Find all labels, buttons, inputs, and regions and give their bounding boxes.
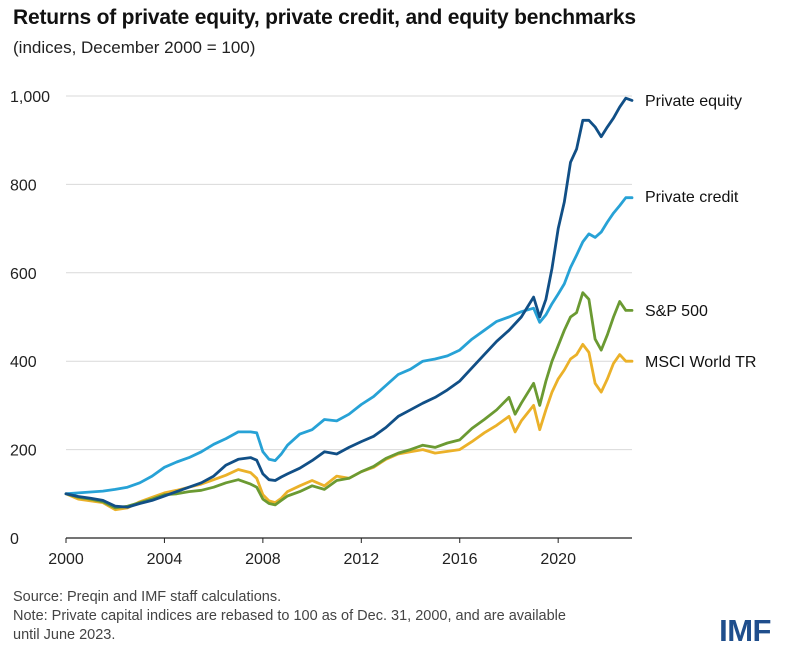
series-line-msci-world-tr <box>64 343 634 512</box>
y-tick-label-600: 600 <box>10 266 37 283</box>
series-line-private-credit <box>64 196 634 496</box>
chart-title: Returns of private equity, private credi… <box>13 6 636 29</box>
x-tick-label-2004: 2004 <box>147 551 183 568</box>
y-tick-label-0: 0 <box>10 531 19 548</box>
series-label-s-p-500: S&P 500 <box>645 303 708 320</box>
x-tick-label-2008: 2008 <box>245 551 281 568</box>
x-tick-label-2012: 2012 <box>344 551 380 568</box>
series-label-private-equity: Private equity <box>645 93 742 110</box>
series-label-msci-world-tr: MSCI World TR <box>645 354 756 371</box>
x-tick-label-2016: 2016 <box>442 551 478 568</box>
imf-logo: IMF <box>719 613 771 648</box>
y-tick-label-800: 800 <box>10 177 37 194</box>
source-note: Source: Preqin and IMF staff calculation… <box>13 589 282 605</box>
series-line-private-equity <box>64 96 634 509</box>
chart-footer: Source: Preqin and IMF staff calculation… <box>13 588 653 645</box>
y-tick-label-1000: 1,000 <box>10 89 50 106</box>
y-tick-label-400: 400 <box>10 354 37 371</box>
series-line-s-p-500 <box>64 291 634 510</box>
x-tick-label-2000: 2000 <box>48 551 84 568</box>
y-tick-label-200: 200 <box>10 443 37 460</box>
note-line-2: until June 2023. <box>13 627 116 643</box>
x-tick-label-2020: 2020 <box>540 551 576 568</box>
line-chart: 0 200 400 600 800 1,000 2000 2004 2008 2012 2016 20… <box>10 89 756 568</box>
note-line-1: Note: Private capital indices are rebase… <box>13 608 566 624</box>
series-label-private-credit: Private credit <box>645 189 739 206</box>
chart-subtitle: (indices, December 2000 = 100) <box>13 38 256 57</box>
